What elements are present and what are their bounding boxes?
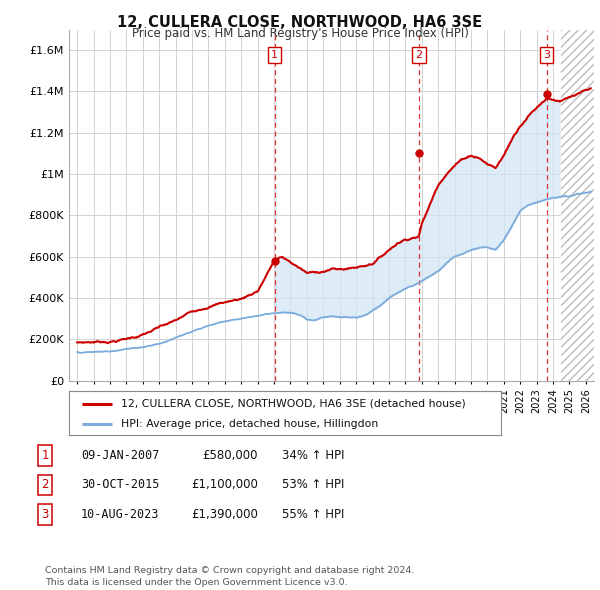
Text: 2: 2 [415,50,422,60]
Text: £1,390,000: £1,390,000 [191,508,258,521]
Text: 30-OCT-2015: 30-OCT-2015 [81,478,160,491]
Text: 12, CULLERA CLOSE, NORTHWOOD, HA6 3SE: 12, CULLERA CLOSE, NORTHWOOD, HA6 3SE [118,15,482,30]
Text: 1: 1 [41,449,49,462]
Text: 3: 3 [543,50,550,60]
Text: £580,000: £580,000 [203,449,258,462]
Text: 10-AUG-2023: 10-AUG-2023 [81,508,160,521]
Text: Price paid vs. HM Land Registry's House Price Index (HPI): Price paid vs. HM Land Registry's House … [131,27,469,40]
Text: 55% ↑ HPI: 55% ↑ HPI [282,508,344,521]
Text: 1: 1 [271,50,278,60]
Text: 2: 2 [41,478,49,491]
Text: 53% ↑ HPI: 53% ↑ HPI [282,478,344,491]
Text: £1,100,000: £1,100,000 [191,478,258,491]
Text: 09-JAN-2007: 09-JAN-2007 [81,449,160,462]
Text: 3: 3 [41,508,49,521]
Text: 34% ↑ HPI: 34% ↑ HPI [282,449,344,462]
Text: 12, CULLERA CLOSE, NORTHWOOD, HA6 3SE (detached house): 12, CULLERA CLOSE, NORTHWOOD, HA6 3SE (d… [121,399,466,408]
Text: HPI: Average price, detached house, Hillingdon: HPI: Average price, detached house, Hill… [121,419,378,429]
Text: Contains HM Land Registry data © Crown copyright and database right 2024.
This d: Contains HM Land Registry data © Crown c… [45,566,415,587]
